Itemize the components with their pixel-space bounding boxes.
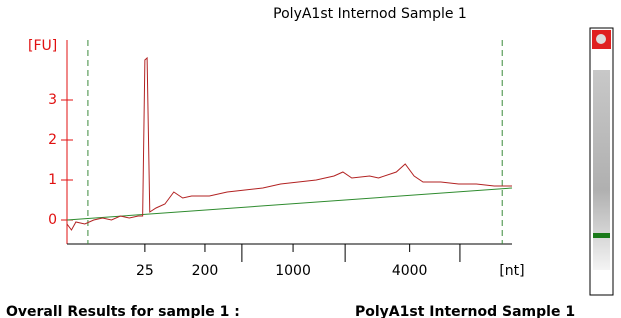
lane-smear — [593, 70, 610, 270]
x-tick-label: 4000 — [392, 263, 428, 279]
x-tick-label: 25 — [136, 263, 154, 279]
y-tick-label: 2 — [48, 132, 57, 148]
page: PolyA1st Internod Sample 1 [FU] [nt] Ove… — [0, 0, 621, 318]
footer-left: Overall Results for sample 1 : — [6, 304, 240, 318]
trace — [67, 188, 512, 220]
chart-title: PolyA1st Internod Sample 1 — [273, 6, 467, 22]
gel-lane — [590, 28, 613, 295]
lane-marker-dot — [596, 34, 606, 44]
x-tick-label: 200 — [192, 263, 219, 279]
y-tick-label: 1 — [48, 172, 57, 188]
x-axis-label: [nt] — [499, 263, 524, 279]
y-tick-label: 0 — [48, 212, 57, 228]
x-tick-label: 1000 — [275, 263, 311, 279]
footer-right: PolyA1st Internod Sample 1 — [355, 304, 575, 318]
y-axis-label: [FU] — [28, 38, 57, 54]
lane-band — [593, 233, 610, 238]
y-tick-label: 3 — [48, 92, 57, 108]
